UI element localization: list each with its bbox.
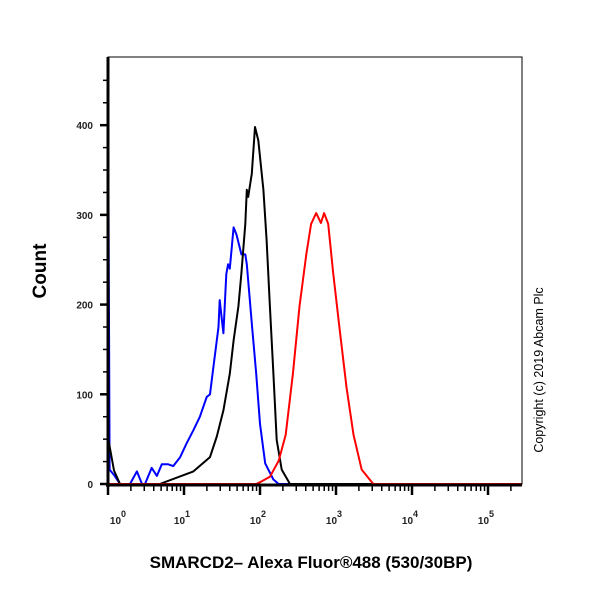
x-tick-base: 10 (326, 516, 338, 527)
x-tick-label: 101 (174, 509, 190, 527)
x-tick-label: 104 (402, 509, 418, 527)
y-tick-label: 300 (76, 211, 93, 222)
y-tick-label: 400 (76, 121, 93, 132)
x-tick-exponent: 1 (185, 509, 190, 519)
plot-marks (107, 73, 522, 485)
x-tick-label: 103 (326, 509, 342, 527)
series-line-1 (107, 126, 522, 485)
x-tick-base: 10 (174, 516, 186, 527)
copyright-annotation: Copyright (c) 2019 Abcam Plc (532, 287, 546, 452)
x-tick-base: 10 (478, 516, 490, 527)
x-axis-label: SMARCD2– Alexa Fluor®488 (530/30BP) (150, 553, 473, 572)
x-tick-exponent: 0 (121, 509, 126, 519)
y-tick-label: 200 (76, 301, 93, 312)
x-tick-base: 10 (402, 516, 414, 527)
x-tick-label: 105 (478, 509, 494, 527)
y-tick-label: 0 (87, 480, 93, 491)
x-tick-exponent: 4 (413, 509, 418, 519)
x-tick-label: 100 (110, 509, 126, 527)
x-tick-exponent: 2 (261, 509, 266, 519)
x-tick-base: 10 (250, 516, 262, 527)
series-line-0 (107, 73, 522, 485)
x-tick-exponent: 5 (489, 509, 494, 519)
y-axis-label: Count (30, 243, 51, 299)
x-tick-exponent: 3 (337, 509, 342, 519)
y-tick-label: 100 (76, 390, 93, 401)
x-tick-base: 10 (110, 516, 122, 527)
plot-frame (107, 56, 523, 485)
x-tick-label: 102 (250, 509, 266, 527)
series-line-2 (108, 212, 522, 485)
